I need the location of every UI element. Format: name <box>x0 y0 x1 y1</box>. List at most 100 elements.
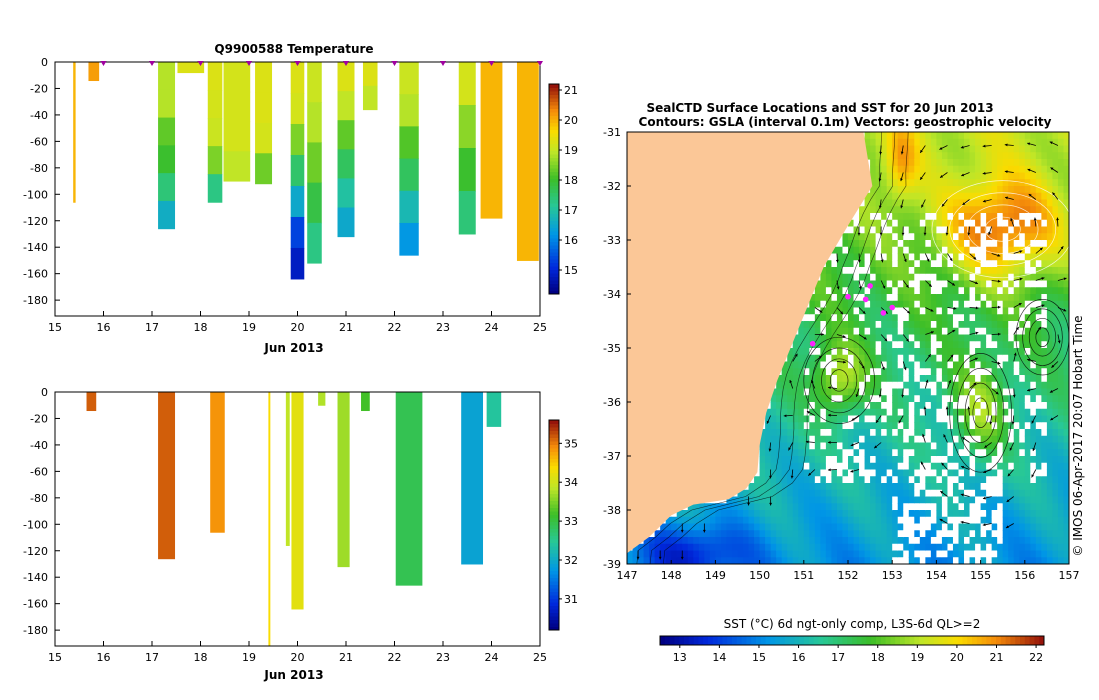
sst-cell <box>936 192 943 201</box>
sst-cell <box>765 557 772 564</box>
sst-cell <box>1002 469 1009 477</box>
sst-cell <box>870 381 877 390</box>
velocity-arrowhead <box>982 171 986 175</box>
sst-cell <box>925 469 932 477</box>
x-tick-label: 23 <box>436 651 450 664</box>
sst-cell <box>886 165 893 174</box>
sst-cell <box>1052 435 1059 444</box>
sst-cell <box>875 321 882 329</box>
sst-cell <box>892 496 899 504</box>
sst-cell <box>1013 422 1020 430</box>
sst-cell <box>1008 510 1015 518</box>
sst-cell <box>892 348 899 356</box>
sst-cell <box>770 557 777 564</box>
sst-cell <box>1046 408 1054 417</box>
sst-cell <box>1035 213 1042 221</box>
sst-cell <box>897 280 904 288</box>
sst-cell <box>997 348 1004 356</box>
sst-cell <box>892 381 899 390</box>
sst-cell <box>1030 456 1037 464</box>
sst-cell <box>1008 550 1015 558</box>
velocity-arrowhead <box>769 475 772 479</box>
sst-cell <box>936 408 943 417</box>
sst-cell <box>936 294 943 302</box>
sst-cell <box>997 145 1004 153</box>
sst-cell <box>997 388 1004 396</box>
temperature-y-ticks: 0-20-40-60-80-100-120-140-160-180 <box>23 56 60 307</box>
sst-cell <box>892 321 899 329</box>
sst-cell <box>654 557 661 564</box>
sst-cell <box>980 402 987 410</box>
sst-cell <box>930 260 937 268</box>
sst-cell <box>875 523 882 531</box>
sst-cell <box>665 523 672 531</box>
sst-cell <box>1057 348 1065 356</box>
sst-cell <box>1024 408 1031 417</box>
sst-cell <box>1024 530 1031 538</box>
velocity-arrowhead <box>858 259 861 263</box>
sst-cell <box>787 402 794 410</box>
sst-cell <box>781 449 788 457</box>
sst-cell <box>654 537 661 545</box>
sst-cell <box>759 550 766 558</box>
sst-cell <box>930 287 937 295</box>
sst-cell <box>991 307 998 315</box>
sst-cell <box>881 219 888 228</box>
sst-cell <box>820 537 827 545</box>
sst-cell <box>875 543 882 552</box>
sst-cell <box>1035 368 1042 376</box>
sst-cell <box>864 483 871 491</box>
sst-cell <box>1057 449 1065 457</box>
sst-cell <box>919 368 926 376</box>
sst-cell <box>715 510 722 518</box>
velocity-arrowhead <box>960 145 964 149</box>
sst-cell <box>698 530 705 538</box>
sst-cell <box>947 449 954 457</box>
sst-cell <box>814 300 821 309</box>
sst-cell <box>1046 348 1054 356</box>
sst-cell <box>1008 327 1015 336</box>
sst-cell <box>759 449 766 457</box>
sst-cell <box>864 476 871 484</box>
sst-cell <box>831 287 838 295</box>
sst-cell <box>925 246 932 255</box>
sst-cell <box>848 307 855 315</box>
sst-cell <box>941 273 949 282</box>
sst-cell <box>914 530 921 538</box>
velocity-arrowhead <box>923 232 927 236</box>
colorbar-segment <box>549 119 559 123</box>
sst-cell <box>914 186 921 194</box>
sst-cell <box>958 192 965 201</box>
sst-cell <box>1035 550 1042 558</box>
sst-cell <box>1008 381 1015 390</box>
colorbar-segment <box>549 472 559 477</box>
sst-cell <box>792 503 799 511</box>
sst-cell <box>969 145 976 153</box>
map-colorbar-tick-label: 14 <box>712 651 726 664</box>
salinity-x-ticks: 15 16 17 18 19 20 21 22 23 24 25 <box>48 641 547 664</box>
sst-cell <box>980 253 987 261</box>
sst-cell <box>698 537 705 545</box>
sst-cell <box>1013 280 1020 288</box>
sst-cell <box>831 469 838 477</box>
sst-cell <box>892 408 899 417</box>
sst-cell <box>941 233 949 241</box>
x-tick-label: 18 <box>194 651 208 664</box>
sst-cell <box>947 307 954 315</box>
colorbar-segment <box>549 598 559 603</box>
sst-cell <box>930 415 937 423</box>
sst-cell <box>908 523 915 531</box>
sst-cell <box>704 530 711 538</box>
sst-cell <box>952 300 960 309</box>
sst-cell <box>1019 213 1026 221</box>
sst-cell <box>975 537 982 545</box>
sst-cell <box>936 354 943 363</box>
sst-cell <box>903 516 910 525</box>
sst-cell <box>930 273 937 282</box>
sst-cell <box>870 280 877 288</box>
sst-cell <box>991 462 998 471</box>
sst-cell <box>969 267 976 275</box>
sst-cell <box>765 422 772 430</box>
map-colorbar-segment <box>660 636 666 645</box>
sst-cell <box>1019 557 1026 564</box>
